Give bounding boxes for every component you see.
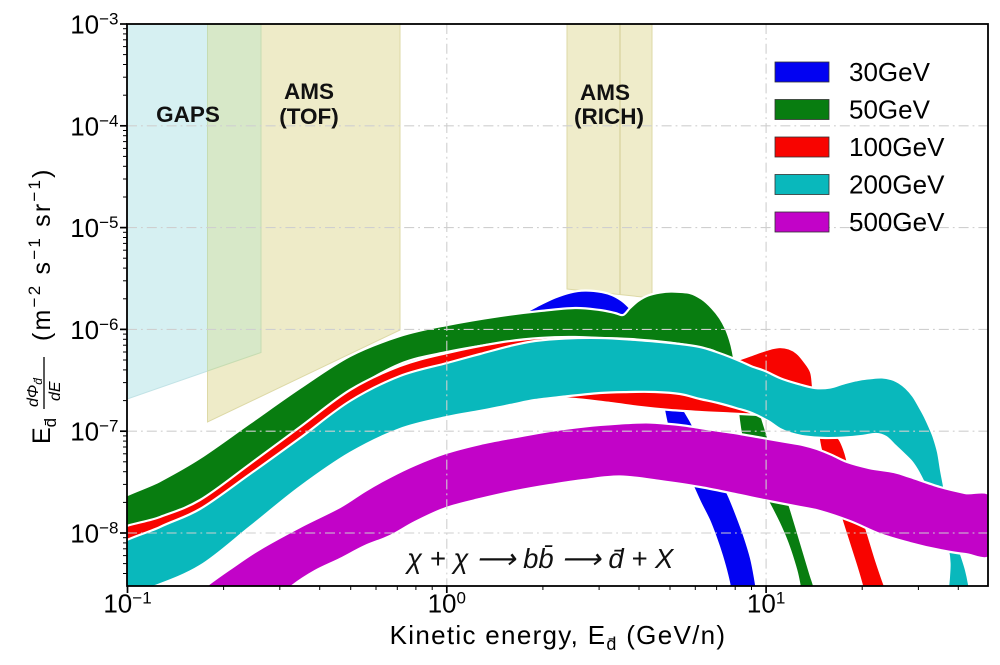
svg-text:Kinetic energy, Ed̄ (GeV/n): Kinetic energy, Ed̄ (GeV/n) <box>390 620 727 654</box>
svg-text:50GeV: 50GeV <box>849 95 931 125</box>
svg-text:200GeV: 200GeV <box>849 170 945 200</box>
svg-text:AMS: AMS <box>580 80 630 105</box>
svg-text:(TOF): (TOF) <box>279 104 339 129</box>
svg-text:500GeV: 500GeV <box>849 207 945 237</box>
svg-text:dE: dE <box>47 381 64 401</box>
svg-text:GAPS: GAPS <box>156 102 220 127</box>
svg-text:AMS: AMS <box>284 79 334 104</box>
svg-text:dΦd̄: dΦd̄ <box>25 378 45 407</box>
svg-text:100GeV: 100GeV <box>849 132 945 162</box>
svg-text:χ + χ ⟶ bb̄ ⟶ d̄ + X: χ + χ ⟶ bb̄ ⟶ d̄ + X <box>405 543 675 574</box>
svg-text:(RICH): (RICH) <box>574 104 644 129</box>
svg-text:30GeV: 30GeV <box>849 57 931 87</box>
